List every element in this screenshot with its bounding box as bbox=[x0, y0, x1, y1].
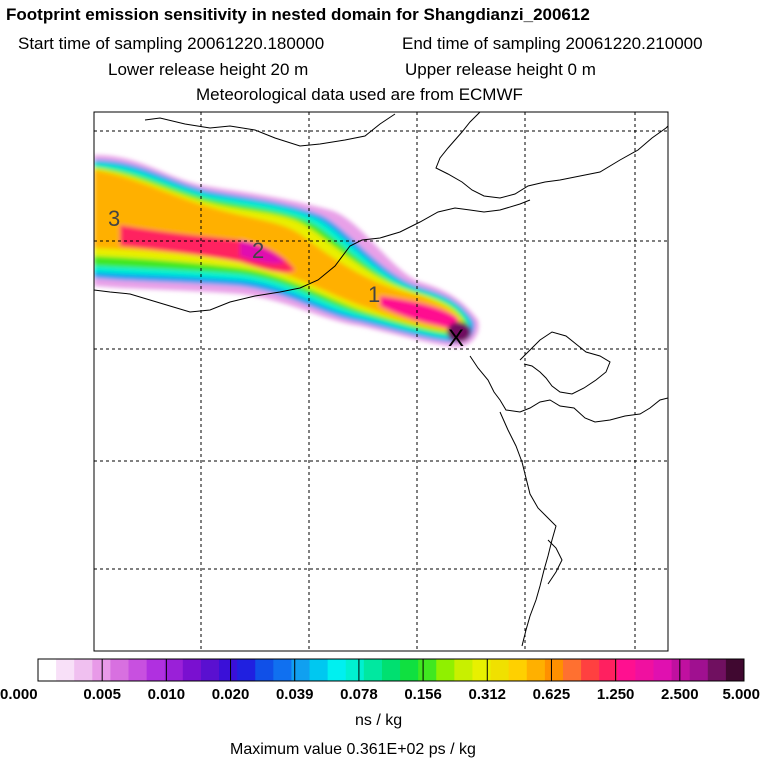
colorbar-swatch bbox=[418, 659, 437, 681]
colorbar-swatch bbox=[617, 659, 636, 681]
colorbar-tick-labels: 0.000 0.005 0.010 0.020 0.039 0.078 0.156 0.312… bbox=[0, 686, 760, 703]
colorbar-swatch bbox=[490, 659, 510, 681]
colorbar-swatch bbox=[562, 659, 582, 681]
colorbar-swatch bbox=[472, 659, 492, 681]
border-middle bbox=[94, 199, 531, 313]
contour-label-2: 2 bbox=[252, 238, 264, 263]
colorbar-swatch bbox=[653, 659, 673, 681]
colorbar-swatch bbox=[291, 659, 311, 681]
plume-layer-red-east bbox=[380, 296, 458, 328]
colorbar-swatch bbox=[273, 659, 292, 681]
colorbar-swatch bbox=[599, 659, 618, 681]
colorbar-swatch bbox=[200, 659, 220, 681]
colorbar-swatch bbox=[526, 659, 546, 681]
colorbar-swatch bbox=[327, 659, 347, 681]
colorbar-tick-label: 2.500 bbox=[661, 686, 699, 703]
colorbar-swatches bbox=[38, 659, 745, 681]
contour-label-3: 3 bbox=[108, 206, 120, 231]
coast-south bbox=[499, 411, 557, 647]
colorbar-ticks bbox=[37, 659, 745, 681]
colorbar-swatch bbox=[237, 659, 256, 681]
coast-east bbox=[469, 355, 668, 423]
coastlines bbox=[94, 112, 668, 647]
colorbar-tick-label: 5.000 bbox=[722, 686, 760, 703]
colorbar-swatch bbox=[182, 659, 202, 681]
colorbar-unit-label: ns / kg bbox=[355, 712, 403, 729]
colorbar-swatch bbox=[146, 659, 166, 681]
colorbar-tick-label: 1.250 bbox=[597, 686, 635, 703]
colorbar-swatch bbox=[454, 659, 473, 681]
colorbar-swatch bbox=[345, 659, 365, 681]
colorbar-swatch bbox=[128, 659, 148, 681]
colorbar-swatch bbox=[309, 659, 329, 681]
colorbar-tick-label: 0.078 bbox=[340, 686, 378, 703]
colorbar-tick-label: 0.010 bbox=[148, 686, 186, 703]
colorbar-swatch bbox=[74, 659, 93, 681]
plume-layer-red bbox=[120, 225, 295, 273]
colorbar-swatch bbox=[436, 659, 455, 681]
colorbar-tick-label: 0.020 bbox=[212, 686, 250, 703]
lower-release-height-label: Lower release height 20 m bbox=[108, 60, 309, 79]
plume-core-receptor bbox=[447, 322, 471, 342]
colorbar-tick-label: 0.625 bbox=[533, 686, 571, 703]
colorbar-tick-label: 0.000 bbox=[0, 686, 38, 703]
coast-peninsula bbox=[519, 331, 611, 395]
colorbar-swatch bbox=[689, 659, 709, 681]
colorbar-swatch bbox=[164, 659, 184, 681]
maximum-value-label: Maximum value 0.361E+02 ps / kg bbox=[230, 741, 476, 758]
colorbar-tick-label: 0.005 bbox=[83, 686, 121, 703]
colorbar-swatch bbox=[92, 659, 111, 681]
colorbar-tick-label: 0.312 bbox=[468, 686, 506, 703]
colorbar-swatch bbox=[508, 659, 528, 681]
colorbar-swatch bbox=[38, 659, 57, 681]
colorbar-swatch bbox=[671, 659, 691, 681]
plume bbox=[94, 155, 479, 348]
border-coast-north bbox=[435, 112, 668, 199]
met-data-label: Meteorological data used are from ECMWF bbox=[196, 85, 523, 104]
colorbar-swatch bbox=[581, 659, 600, 681]
colorbar-swatch bbox=[544, 659, 564, 681]
colorbar-swatch bbox=[400, 659, 419, 681]
contour-label-1: 1 bbox=[368, 282, 380, 307]
map-border bbox=[93, 111, 669, 652]
colorbar-swatch bbox=[219, 659, 238, 681]
colorbar-swatch bbox=[381, 659, 401, 681]
border-north bbox=[144, 113, 396, 147]
colorbar-swatch bbox=[363, 659, 383, 681]
end-time-label: End time of sampling 20061220.210000 bbox=[402, 34, 703, 53]
plume-layer-magenta bbox=[240, 240, 285, 264]
page-title: Footprint emission sensitivity in nested… bbox=[6, 5, 590, 24]
colorbar-swatch bbox=[110, 659, 130, 681]
colorbar-tick-label: 0.156 bbox=[404, 686, 442, 703]
plume-layer-orange bbox=[94, 170, 461, 331]
start-time-label: Start time of sampling 20061220.180000 bbox=[18, 34, 325, 53]
colorbar-swatch bbox=[707, 659, 727, 681]
receptor-marker: X bbox=[448, 325, 464, 352]
colorbar-swatch bbox=[255, 659, 274, 681]
coast-south-2 bbox=[547, 539, 563, 585]
colorbar-swatch bbox=[56, 659, 75, 681]
colorbar-tick-label: 0.039 bbox=[276, 686, 314, 703]
colorbar-swatch bbox=[635, 659, 654, 681]
upper-release-height-label: Upper release height 0 m bbox=[405, 60, 596, 79]
colorbar-swatch bbox=[725, 659, 745, 681]
